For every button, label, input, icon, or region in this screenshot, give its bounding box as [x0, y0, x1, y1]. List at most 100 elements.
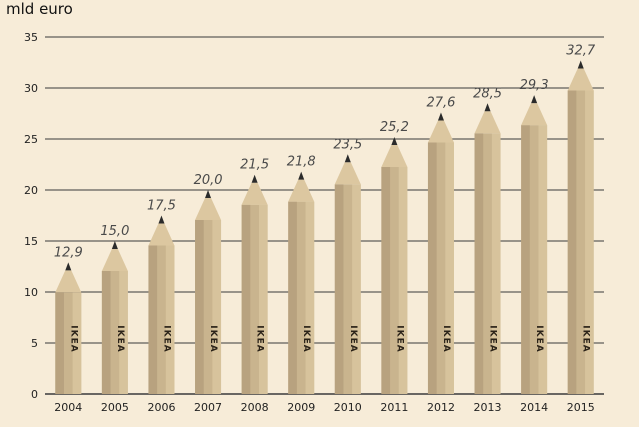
pencil-brand-text: IKEA	[161, 325, 171, 352]
pencil-brand-text: IKEA	[581, 325, 591, 352]
pencil-bar: IKEA	[334, 154, 361, 394]
x-tick-label: 2007	[194, 401, 222, 414]
pencil-facet-right	[165, 245, 175, 394]
pencil-facet-left	[288, 201, 297, 394]
data-label: 32,7	[566, 43, 596, 58]
x-tick-label: 2011	[380, 401, 408, 414]
pencil-facet-right	[258, 204, 268, 394]
pencil-facet-left	[241, 204, 251, 394]
pencil-facet-left	[195, 220, 204, 394]
data-label: 21,8	[287, 155, 316, 170]
data-label: 17,5	[147, 199, 176, 214]
data-label: 27,6	[426, 95, 455, 110]
x-tick-label: 2015	[567, 401, 595, 414]
pencil-lead	[111, 241, 118, 249]
x-tick-label: 2009	[287, 401, 315, 414]
y-tick-label: 30	[24, 82, 38, 95]
pencil-brand-text: IKEA	[255, 325, 265, 352]
pencil-facet-left	[101, 271, 111, 394]
pencil-lead	[577, 60, 584, 69]
pencil-brand-text: IKEA	[394, 325, 404, 352]
pencil-lead	[65, 262, 72, 271]
pencil-lead	[158, 215, 165, 224]
pencil-tip	[195, 198, 222, 220]
pencil-lead	[344, 154, 351, 163]
x-tick-label: 2008	[241, 401, 269, 414]
pencil-bar: IKEA	[288, 171, 315, 394]
pencil-facet-right	[585, 90, 594, 395]
pencil-brand-text: IKEA	[534, 325, 544, 352]
pencil-bar: IKEA	[381, 136, 408, 394]
pencil-lead	[251, 174, 258, 183]
pencil-brand-text: IKEA	[301, 325, 311, 352]
pencil-bar: IKEA	[241, 174, 268, 394]
pencil-tip	[241, 182, 268, 205]
data-label: 20,0	[194, 173, 223, 188]
pencil-lead	[205, 190, 212, 198]
pencil-bar: IKEA	[195, 190, 222, 394]
data-label: 12,9	[54, 245, 83, 260]
pencil-brand-text: IKEA	[488, 325, 498, 352]
y-tick-label: 0	[31, 388, 38, 401]
pencil-facet-right	[491, 133, 501, 395]
data-label: 15,0	[100, 224, 129, 239]
pencil-bar: IKEA	[148, 215, 175, 394]
pencil-bar: IKEA	[567, 60, 594, 395]
x-tick-label: 2014	[520, 401, 548, 414]
pencil-lead	[531, 95, 538, 104]
pencil-brand-text: IKEA	[68, 325, 78, 352]
pencil-brand-text: IKEA	[115, 325, 125, 352]
pencil-tip	[427, 120, 454, 143]
y-tick-label: 15	[24, 235, 38, 248]
pencil-facet-right	[119, 271, 128, 394]
pencil-lead	[391, 136, 398, 145]
data-label: 25,2	[380, 120, 409, 135]
pencil-tip	[567, 68, 594, 91]
data-label: 21,5	[240, 158, 269, 173]
pencil-tip	[474, 111, 501, 134]
pencil-brand-text: IKEA	[208, 325, 218, 352]
pencil-facet-right	[445, 142, 454, 394]
pencil-facet-left	[148, 245, 158, 394]
pencil-tip	[148, 223, 175, 246]
pencil-bar: IKEA	[101, 241, 128, 394]
pencil-facet-left	[427, 142, 437, 394]
pencil-tip	[381, 144, 408, 167]
pencil-facet-right	[212, 220, 222, 394]
pencil-lead	[298, 171, 305, 180]
x-tick-label: 2013	[474, 401, 502, 414]
y-tick-label: 5	[31, 337, 38, 350]
pencil-facet-left	[474, 133, 484, 395]
x-tick-label: 2005	[101, 401, 129, 414]
pencil-facet-right	[305, 201, 315, 394]
data-label: 29,3	[520, 78, 549, 93]
x-tick-label: 2004	[54, 401, 82, 414]
pencil-tip	[521, 103, 548, 126]
y-tick-label: 35	[24, 31, 38, 44]
pencil-facet-right	[398, 166, 408, 394]
pencil-facet-right	[538, 125, 548, 394]
pencil-facet-left	[334, 184, 344, 394]
pencil-facet-left	[567, 90, 577, 395]
pencil-facet-right	[352, 184, 361, 394]
pencil-facet-left	[381, 166, 391, 394]
pencil-tip	[288, 179, 315, 202]
pencil-facet-left	[55, 292, 64, 394]
y-tick-label: 10	[24, 286, 38, 299]
pencil-tip	[55, 270, 82, 293]
pencil-tip	[334, 162, 361, 185]
x-tick-label: 2012	[427, 401, 455, 414]
data-label: 28,5	[473, 86, 502, 101]
x-tick-label: 2010	[334, 401, 362, 414]
data-label: 23,5	[333, 137, 362, 152]
pencil-brand-text: IKEA	[348, 325, 358, 352]
x-tick-label: 2006	[147, 401, 175, 414]
y-tick-label: 25	[24, 133, 38, 146]
pencil-lead	[484, 103, 491, 112]
pencil-lead	[437, 112, 444, 121]
pencil-tip	[101, 249, 128, 271]
pencil-facet-right	[72, 292, 82, 394]
pencil-bar: IKEA	[474, 103, 501, 395]
